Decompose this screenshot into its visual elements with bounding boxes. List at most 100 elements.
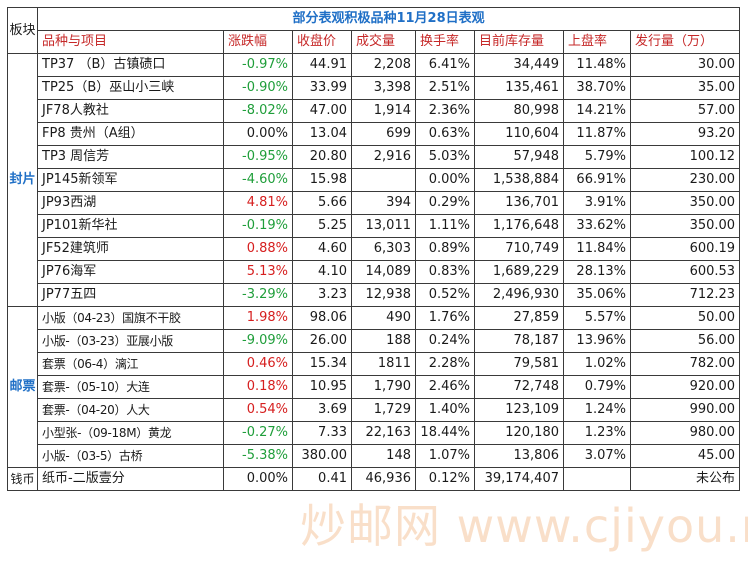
stock-cell: 1,689,229	[474, 260, 564, 284]
item-name-cell: 小版-（03-23）亚展小版	[37, 329, 224, 353]
item-name-cell: TP3 周信芳	[37, 145, 224, 169]
stock-cell: 34,449	[474, 53, 564, 77]
volume-cell: 12,938	[351, 283, 416, 307]
volume-cell: 2,916	[351, 145, 416, 169]
listing-cell: 5.57%	[563, 306, 631, 330]
listing-cell: 35.06%	[563, 283, 631, 307]
change-cell: 0.18%	[223, 375, 293, 399]
listing-cell: 11.87%	[563, 122, 631, 146]
turnover-cell: 6.41%	[415, 53, 475, 77]
section-label-coins: 钱币	[7, 467, 38, 491]
stock-cell: 2,496,930	[474, 283, 564, 307]
close-cell: 44.91	[292, 53, 352, 77]
turnover-cell: 0.89%	[415, 237, 475, 261]
close-cell: 98.06	[292, 306, 352, 330]
issue-cell: 600.53	[629, 260, 741, 284]
volume-cell: 1,729	[351, 398, 416, 422]
stock-cell: 39,174,407	[474, 467, 564, 491]
table-row: JF78人教社 -8.02% 47.00 1,914 2.36% 80,998 14.21%…	[8, 99, 741, 123]
listing-cell: 1.23%	[563, 421, 631, 445]
table-row: JP93西湖 4.81% 5.66 394 0.29% 136,701 3.91% 350.0…	[8, 191, 741, 215]
stock-cell: 57,948	[474, 145, 564, 169]
change-cell: -0.95%	[223, 145, 293, 169]
turnover-cell: 2.36%	[415, 99, 475, 123]
corner-label: 板块	[7, 7, 38, 54]
listing-cell: 11.48%	[563, 53, 631, 77]
stock-cell: 80,998	[474, 99, 564, 123]
table-row: JP77五四 -3.29% 3.23 12,938 0.52% 2,496,930 35.0…	[8, 283, 741, 307]
volume-cell: 6,303	[351, 237, 416, 261]
volume-cell: 1,790	[351, 375, 416, 399]
header-listing: 上盘率	[563, 30, 631, 54]
close-cell: 5.25	[292, 214, 352, 238]
item-name-cell: JP101新华社	[37, 214, 224, 238]
listing-cell: 13.96%	[563, 329, 631, 353]
change-cell: -4.60%	[223, 168, 293, 192]
turnover-cell: 0.12%	[415, 467, 475, 491]
table-row: 套票-（04-20）人大 0.54% 3.69 1,729 1.40% 123,109 1.…	[8, 398, 741, 422]
close-cell: 7.33	[292, 421, 352, 445]
listing-cell: 66.91%	[563, 168, 631, 192]
volume-cell: 1811	[351, 352, 416, 376]
item-name-cell: JF78人教社	[37, 99, 224, 123]
stock-cell: 1,176,648	[474, 214, 564, 238]
close-cell: 20.80	[292, 145, 352, 169]
listing-cell: 3.91%	[563, 191, 631, 215]
table-row: 小版-（03-5）古桥 -5.38% 380.00 148 1.07% 13,806 3.0…	[8, 444, 741, 468]
issue-cell: 30.00	[629, 53, 741, 77]
close-cell: 5.66	[292, 191, 352, 215]
issue-cell: 35.00	[629, 76, 741, 100]
table-row: JP101新华社 -0.19% 5.25 13,011 1.11% 1,176,648 33…	[8, 214, 741, 238]
header-issue: 发行量（万）	[629, 30, 741, 54]
item-name-cell: 小型张-（09-18M）黄龙	[37, 421, 224, 445]
title-row: 板块 部分表观积极品种11月28日表观	[7, 7, 741, 54]
listing-cell: 38.70%	[563, 76, 631, 100]
close-cell: 380.00	[292, 444, 352, 468]
item-name-cell: JP77五四	[37, 283, 224, 307]
change-cell: 0.00%	[223, 467, 293, 491]
section-label-stamps: 邮票	[7, 306, 38, 468]
change-cell: -0.19%	[223, 214, 293, 238]
listing-cell: 33.62%	[563, 214, 631, 238]
turnover-cell: 0.83%	[415, 260, 475, 284]
table-row: 钱币 纸币-二版壹分 0.00% 0.41 46,936 0.12% 39,174,407 未…	[7, 467, 741, 491]
issue-cell: 920.00	[629, 375, 741, 399]
change-cell: -0.90%	[223, 76, 293, 100]
item-name-cell: 套票-（04-20）人大	[37, 398, 224, 422]
table-row: TP25（B）巫山小三峡 -0.90% 33.99 3,398 2.51% 135,461…	[8, 76, 741, 100]
stock-cell: 136,701	[474, 191, 564, 215]
listing-cell	[563, 467, 631, 491]
item-name-cell: JF52建筑师	[37, 237, 224, 261]
listing-cell: 3.07%	[563, 444, 631, 468]
turnover-cell: 1.11%	[415, 214, 475, 238]
issue-cell: 57.00	[629, 99, 741, 123]
listing-cell: 1.02%	[563, 352, 631, 376]
volume-cell: 46,936	[351, 467, 416, 491]
issue-cell: 未公布	[629, 467, 741, 491]
close-cell: 4.60	[292, 237, 352, 261]
turnover-cell: 1.07%	[415, 444, 475, 468]
turnover-cell: 0.00%	[415, 168, 475, 192]
item-name-cell: TP37 （B）古镇碛口	[37, 53, 224, 77]
watermark: 炒邮网 www.cjiyou.net	[300, 499, 748, 553]
change-cell: -5.38%	[223, 444, 293, 468]
close-cell: 26.00	[292, 329, 352, 353]
volume-cell: 490	[351, 306, 416, 330]
change-cell: 0.88%	[223, 237, 293, 261]
issue-cell: 93.20	[629, 122, 741, 146]
table-row: 邮票 小版（04-23）国旗不干胶 1.98% 98.06 490 1.76% 27,859…	[7, 306, 741, 468]
close-cell: 15.34	[292, 352, 352, 376]
stock-cell: 78,187	[474, 329, 564, 353]
table-row: JP145新领军 -4.60% 15.98 0.00% 1,538,884 66.91% 2…	[8, 168, 741, 192]
item-name-cell: FP8 贵州（A组）	[37, 122, 224, 146]
close-cell: 33.99	[292, 76, 352, 100]
change-cell: 1.98%	[223, 306, 293, 330]
section-label-covers: 封片	[7, 53, 38, 307]
issue-cell: 350.00	[629, 214, 741, 238]
close-cell: 0.41	[292, 467, 352, 491]
turnover-cell: 2.51%	[415, 76, 475, 100]
table-row: 小型张-（09-18M）黄龙 -0.27% 7.33 22,163 18.44% 120,…	[8, 421, 741, 445]
item-name-cell: TP25（B）巫山小三峡	[37, 76, 224, 100]
item-name-cell: JP93西湖	[37, 191, 224, 215]
volume-cell: 22,163	[351, 421, 416, 445]
